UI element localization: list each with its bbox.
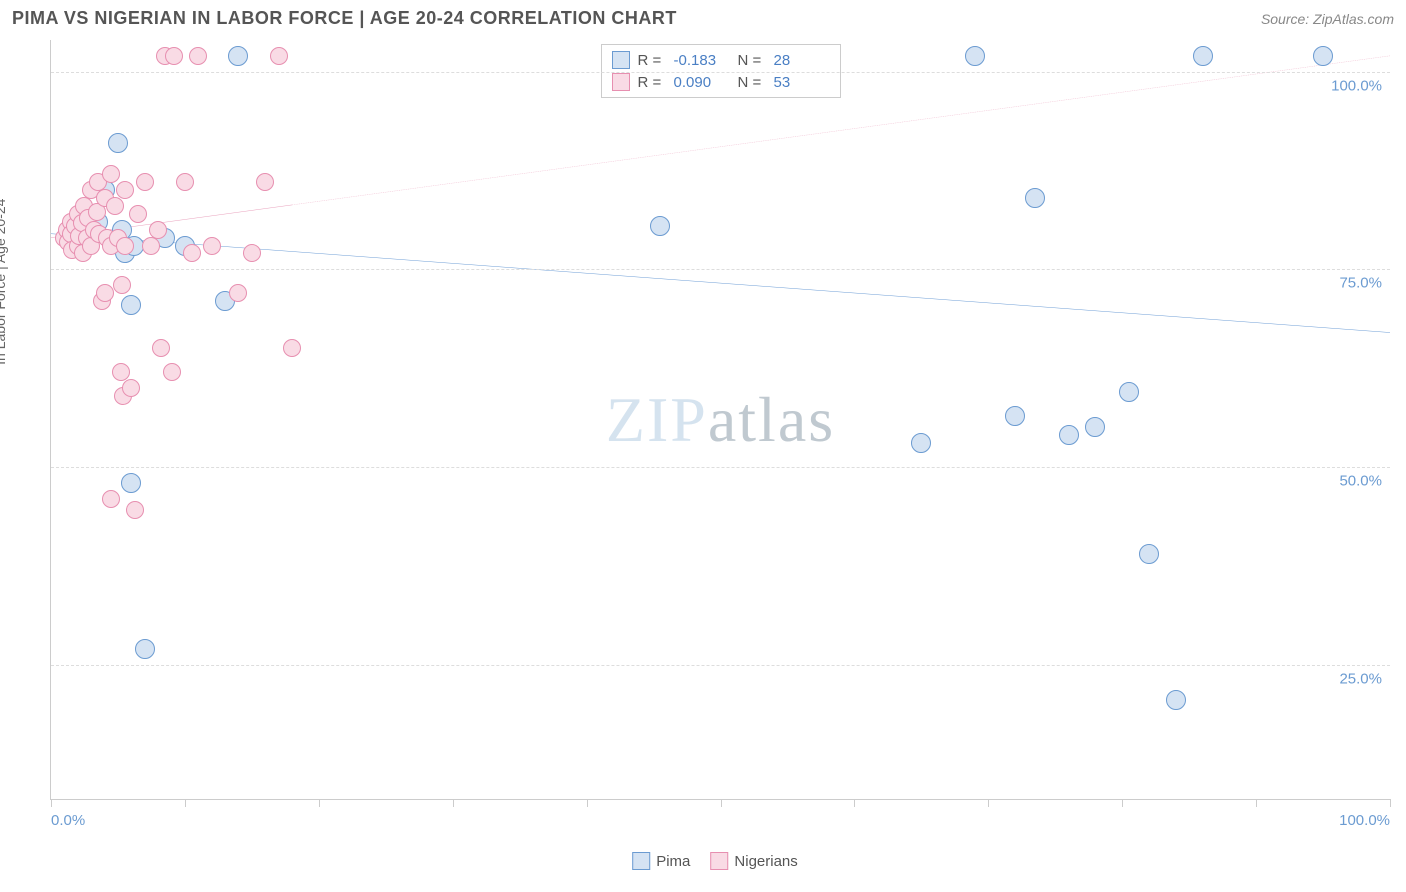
data-point xyxy=(136,173,154,191)
x-axis-min-label: 0.0% xyxy=(51,812,85,829)
watermark: ZIPatlas xyxy=(606,383,835,457)
legend-item: Nigerians xyxy=(710,852,797,870)
x-axis-max-label: 100.0% xyxy=(1339,812,1390,829)
r-value: -0.183 xyxy=(674,52,730,69)
data-point xyxy=(165,47,183,65)
legend-label: Pima xyxy=(656,853,690,870)
source-attribution: Source: ZipAtlas.com xyxy=(1261,11,1394,27)
chart-header: PIMA VS NIGERIAN IN LABOR FORCE | AGE 20… xyxy=(0,0,1406,33)
x-tick xyxy=(453,799,454,807)
y-axis-label: In Labor Force | Age 20-24 xyxy=(0,199,8,365)
data-point xyxy=(122,379,140,397)
series-swatch xyxy=(612,51,630,69)
r-value: 0.090 xyxy=(674,74,730,91)
data-point xyxy=(1025,188,1045,208)
data-point xyxy=(189,47,207,65)
data-point xyxy=(650,216,670,236)
watermark-part1: ZIP xyxy=(606,384,708,455)
x-tick xyxy=(185,799,186,807)
data-point xyxy=(1085,417,1105,437)
data-point xyxy=(102,165,120,183)
n-label: N = xyxy=(738,52,766,69)
r-label: R = xyxy=(638,52,666,69)
x-tick xyxy=(1390,799,1391,807)
data-point xyxy=(135,639,155,659)
gridline xyxy=(51,269,1390,270)
data-point xyxy=(163,363,181,381)
legend-swatch xyxy=(710,852,728,870)
data-point xyxy=(965,46,985,66)
legend-label: Nigerians xyxy=(734,853,797,870)
chart-container: In Labor Force | Age 20-24 ZIPatlas R =-… xyxy=(40,40,1390,840)
series-swatch xyxy=(612,73,630,91)
data-point xyxy=(152,339,170,357)
data-point xyxy=(228,46,248,66)
data-point xyxy=(96,284,114,302)
gridline xyxy=(51,467,1390,468)
x-tick xyxy=(1256,799,1257,807)
data-point xyxy=(126,501,144,519)
x-tick xyxy=(988,799,989,807)
source-prefix: Source: xyxy=(1261,11,1313,27)
data-point xyxy=(270,47,288,65)
stat-row: R = 0.090 N = 53 xyxy=(612,71,830,93)
data-point xyxy=(121,473,141,493)
data-point xyxy=(256,173,274,191)
data-point xyxy=(1166,690,1186,710)
y-tick-label: 75.0% xyxy=(1339,275,1382,292)
n-value: 53 xyxy=(774,74,830,91)
data-point xyxy=(102,490,120,508)
data-point xyxy=(1005,406,1025,426)
data-point xyxy=(203,237,221,255)
y-tick-label: 50.0% xyxy=(1339,472,1382,489)
x-tick xyxy=(319,799,320,807)
x-tick xyxy=(721,799,722,807)
legend-swatch xyxy=(632,852,650,870)
data-point xyxy=(113,276,131,294)
legend-item: Pima xyxy=(632,852,690,870)
x-tick xyxy=(587,799,588,807)
data-point xyxy=(1139,544,1159,564)
n-value: 28 xyxy=(774,52,830,69)
data-point xyxy=(283,339,301,357)
legend: Pima Nigerians xyxy=(632,852,798,870)
y-tick-label: 100.0% xyxy=(1331,77,1382,94)
data-point xyxy=(1193,46,1213,66)
x-tick xyxy=(1122,799,1123,807)
x-tick xyxy=(51,799,52,807)
gridline xyxy=(51,665,1390,666)
plot-area: ZIPatlas R = -0.183 N = 28 R = 0.090 N = 53 25.… xyxy=(50,40,1390,800)
data-point xyxy=(112,363,130,381)
n-label: N = xyxy=(738,74,766,91)
stat-row: R = -0.183 N = 28 xyxy=(612,49,830,71)
data-point xyxy=(121,295,141,315)
data-point xyxy=(1313,46,1333,66)
trend-lines-layer xyxy=(51,40,1390,799)
data-point xyxy=(142,237,160,255)
r-label: R = xyxy=(638,74,666,91)
data-point xyxy=(183,244,201,262)
data-point xyxy=(1119,382,1139,402)
chart-title: PIMA VS NIGERIAN IN LABOR FORCE | AGE 20… xyxy=(12,8,677,29)
watermark-part2: atlas xyxy=(708,384,835,455)
data-point xyxy=(176,173,194,191)
data-point xyxy=(243,244,261,262)
trend-line-dashed xyxy=(292,56,1390,205)
data-point xyxy=(1059,425,1079,445)
data-point xyxy=(129,205,147,223)
data-point xyxy=(116,237,134,255)
data-point xyxy=(106,197,124,215)
data-point xyxy=(149,221,167,239)
source-name: ZipAtlas.com xyxy=(1313,11,1394,27)
x-tick xyxy=(854,799,855,807)
data-point xyxy=(911,433,931,453)
data-point xyxy=(229,284,247,302)
data-point xyxy=(108,133,128,153)
y-tick-label: 25.0% xyxy=(1339,670,1382,687)
gridline xyxy=(51,72,1390,73)
data-point xyxy=(116,181,134,199)
